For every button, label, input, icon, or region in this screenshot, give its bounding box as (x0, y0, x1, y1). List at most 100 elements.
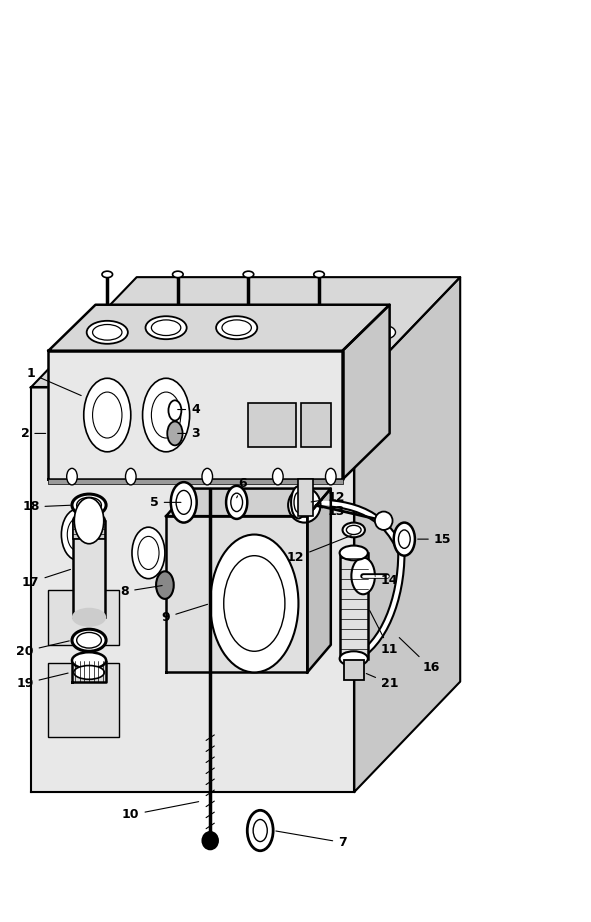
Text: 12: 12 (287, 536, 351, 564)
Polygon shape (72, 661, 106, 681)
Text: 18: 18 (22, 501, 70, 514)
Text: 7: 7 (276, 831, 347, 849)
Text: 4: 4 (178, 403, 200, 416)
Circle shape (202, 468, 213, 485)
Text: 20: 20 (16, 641, 69, 657)
Ellipse shape (74, 666, 105, 680)
Bar (340, 553, 368, 658)
Circle shape (171, 482, 197, 523)
Bar (344, 659, 363, 680)
Ellipse shape (313, 353, 337, 367)
Text: 16: 16 (400, 638, 440, 674)
Text: 2: 2 (21, 427, 46, 440)
Ellipse shape (343, 523, 365, 538)
Ellipse shape (340, 651, 368, 666)
Ellipse shape (73, 609, 105, 625)
Circle shape (326, 468, 336, 485)
Text: 10: 10 (122, 801, 199, 822)
Circle shape (394, 523, 415, 556)
Circle shape (93, 392, 122, 438)
Ellipse shape (73, 513, 105, 529)
Bar (48, 590, 119, 644)
Text: 11: 11 (370, 610, 398, 656)
Ellipse shape (346, 526, 361, 535)
Circle shape (220, 555, 253, 607)
Polygon shape (343, 305, 389, 479)
Ellipse shape (203, 833, 217, 849)
Text: 15: 15 (418, 533, 452, 546)
Ellipse shape (375, 512, 392, 530)
Circle shape (291, 573, 324, 624)
Bar (248, 403, 296, 447)
Text: 17: 17 (22, 570, 70, 589)
Polygon shape (31, 278, 460, 387)
Ellipse shape (87, 321, 128, 344)
Circle shape (226, 564, 247, 597)
Circle shape (247, 810, 273, 851)
Ellipse shape (72, 629, 106, 651)
Circle shape (67, 468, 77, 485)
Circle shape (61, 509, 95, 561)
Circle shape (253, 820, 267, 842)
Ellipse shape (77, 632, 102, 648)
Polygon shape (307, 489, 331, 672)
Text: 3: 3 (178, 427, 200, 440)
Ellipse shape (151, 320, 181, 336)
Text: 12: 12 (311, 491, 345, 504)
Ellipse shape (160, 322, 196, 342)
Polygon shape (31, 387, 355, 792)
Circle shape (156, 572, 174, 599)
Ellipse shape (173, 271, 183, 278)
Ellipse shape (340, 546, 368, 561)
Text: 1: 1 (27, 367, 81, 396)
Circle shape (176, 491, 191, 514)
Circle shape (138, 537, 159, 570)
Text: 21: 21 (366, 673, 398, 690)
Ellipse shape (243, 271, 254, 278)
Ellipse shape (216, 316, 257, 339)
Circle shape (272, 468, 283, 485)
Circle shape (231, 493, 242, 512)
Bar (73, 521, 105, 539)
Circle shape (297, 583, 318, 615)
Circle shape (168, 400, 181, 420)
Ellipse shape (77, 497, 102, 513)
Circle shape (210, 535, 298, 672)
Ellipse shape (78, 344, 102, 358)
Ellipse shape (294, 492, 303, 513)
Text: 13: 13 (314, 505, 345, 518)
Polygon shape (166, 489, 331, 516)
Circle shape (132, 527, 165, 579)
Ellipse shape (72, 494, 106, 516)
Circle shape (226, 486, 247, 519)
Bar (298, 479, 313, 516)
Ellipse shape (372, 325, 395, 339)
Bar (48, 663, 119, 737)
Bar (301, 403, 331, 447)
Ellipse shape (314, 271, 324, 278)
Circle shape (224, 556, 285, 651)
Text: 19: 19 (16, 673, 68, 690)
Text: 6: 6 (236, 478, 247, 498)
Circle shape (67, 518, 89, 551)
Ellipse shape (222, 320, 251, 336)
Ellipse shape (72, 652, 106, 668)
Circle shape (125, 468, 136, 485)
Polygon shape (355, 278, 460, 792)
Text: 8: 8 (121, 585, 162, 598)
Ellipse shape (102, 271, 112, 278)
Ellipse shape (291, 486, 306, 518)
Circle shape (352, 558, 375, 595)
Polygon shape (166, 516, 307, 672)
Text: 14: 14 (375, 574, 398, 587)
Text: 5: 5 (150, 496, 181, 509)
Circle shape (167, 421, 183, 445)
Ellipse shape (266, 331, 301, 351)
Ellipse shape (288, 488, 320, 523)
Polygon shape (48, 350, 343, 479)
Circle shape (142, 378, 190, 452)
Circle shape (74, 498, 104, 544)
Circle shape (398, 530, 410, 549)
Ellipse shape (93, 325, 122, 340)
Ellipse shape (145, 316, 187, 339)
